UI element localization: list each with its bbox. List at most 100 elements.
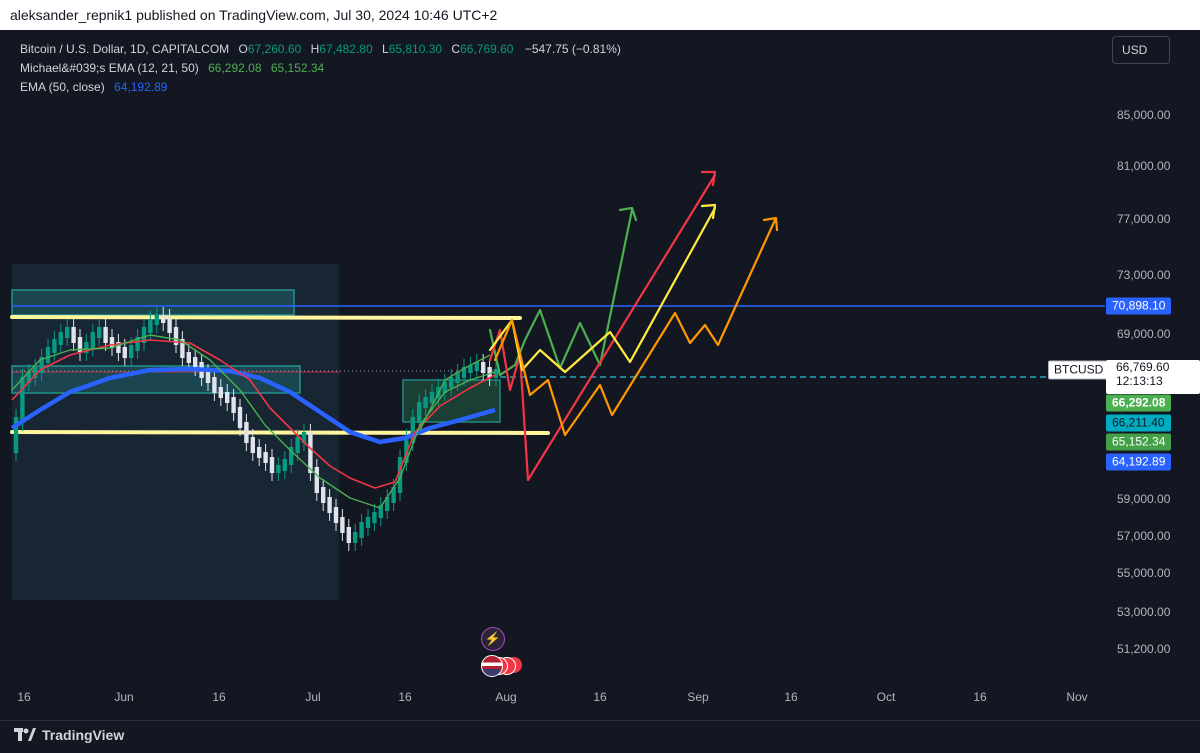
candle-body [474,362,479,371]
candle-body [71,327,76,343]
candle-body [90,332,95,348]
candle-body [116,342,121,353]
lightning-event-icon[interactable]: ⚡ [481,627,505,651]
price-tick: 55,000.00 [1117,566,1171,580]
candle-body [468,365,473,373]
publisher-bar: aleksander_repnik1 published on TradingV… [0,0,1200,30]
time-tick: Oct [876,690,896,704]
brand-name: TradingView [42,727,125,743]
candle-body [423,397,428,408]
time-axis[interactable]: 16 Jun 16 Jul 16 Aug 16 Sep 16 Oct 16 No… [0,686,1105,720]
time-tick: 16 [398,690,412,704]
candle-body [385,497,390,511]
candle-body [461,367,467,378]
candle-body [391,487,396,503]
us-flag-icon[interactable] [481,655,503,677]
close-value: 66,769.60 [460,42,514,56]
candle-body [340,517,345,533]
symbol-title[interactable]: Bitcoin / U.S. Dollar, 1D, CAPITALCOM [20,42,230,56]
close-label: C [451,42,461,56]
price-tick: 57,000.00 [1117,529,1171,543]
candle-body [372,512,377,523]
arrow-yellow-path [488,206,717,374]
candle-body [257,447,262,458]
ema50-value: 64,192.89 [114,80,168,94]
footer-bar: TradingView [0,720,1200,753]
ema-ribbon-value-1: 66,292.08 [208,61,262,75]
candle-body [346,527,351,543]
candle-body [225,392,230,403]
high-value: 67,482.80 [319,42,373,56]
candle-body [397,457,403,493]
price-tick: 69,000.00 [1117,327,1171,341]
legend-ema50-row[interactable]: EMA (50, close) 64,192.89 [20,78,621,97]
candle-body [39,357,44,373]
open-value: 67,260.60 [247,42,302,56]
candle-body [449,377,454,388]
legend-ohlc-row[interactable]: Bitcoin / U.S. Dollar, 1D, CAPITALCOM O6… [20,40,621,59]
candle-body [167,317,172,333]
arrow-orange-head [762,216,779,232]
change-value: −547.75 (−0.81%) [524,42,621,56]
projection-arrows [488,170,779,482]
candle-body [321,487,326,503]
candle-body [429,392,435,403]
candle-body [314,467,319,493]
legend-ema-ribbon-row[interactable]: Michael&#039;s EMA (12, 21, 50) 66,292.0… [20,59,621,78]
candle-body [263,452,268,463]
candle-body [135,337,140,351]
candle-series [13,307,499,551]
candle-body [122,347,127,358]
ema21-line [11,339,496,489]
candle-body [417,402,422,423]
symbol-tag: BTCUSD [1048,360,1110,380]
price-tick: 85,000.00 [1117,108,1171,122]
candle-body [154,315,159,325]
bar-countdown: 12:13:13 [1116,374,1163,388]
time-tick: 16 [784,690,798,704]
candle-body [218,387,223,398]
candle-body [13,417,19,453]
candle-body [378,505,383,518]
candle-body [212,377,217,393]
ema-ribbon-label[interactable]: Michael&#039;s EMA (12, 21, 50) [20,61,199,75]
candle-body [250,437,255,453]
arrow-green-head [618,206,638,222]
candle-body [141,327,147,343]
arrow-yellow-head [700,203,717,220]
ema50-label[interactable]: EMA (50, close) [20,80,105,94]
candle-body [481,362,486,373]
candle-body [404,437,409,463]
candle-body [186,352,191,363]
low-label: L [382,42,389,56]
candle-body [359,522,364,538]
arrow-green-path [488,208,634,377]
time-tick: Jun [114,690,134,704]
publisher-line: aleksander_repnik1 published on TradingV… [10,7,498,23]
candle-body [45,347,51,363]
chart-panel[interactable]: Bitcoin / U.S. Dollar, 1D, CAPITALCOM O6… [0,30,1200,720]
ema-alt-price-tag: 66,211.40 [1106,414,1171,432]
candle-body [276,465,281,473]
candle-body [58,332,63,345]
ema21-price-tag: 65,152.34 [1106,433,1172,451]
level-price-tag: 70,898.10 [1106,297,1172,315]
price-tick: 81,000.00 [1117,159,1171,173]
support-line-upper[interactable] [10,315,522,320]
ema12-line [11,334,496,509]
currency-button[interactable]: USD [1112,36,1170,64]
candle-body [289,447,294,465]
support-line-lower[interactable] [10,430,550,435]
price-chart[interactable] [0,30,1200,720]
candle-body [455,372,460,383]
candle-body [161,315,166,323]
price-axis[interactable]: 85,000.00 81,000.00 77,000.00 73,000.00 … [1105,30,1200,690]
time-tick: Sep [687,690,709,704]
candle-body [301,432,307,443]
candle-body [148,319,153,333]
tradingview-logo[interactable]: TradingView [14,727,124,743]
candle-body [365,517,371,528]
candle-body [103,327,108,343]
candle-body [237,407,243,428]
arrow-red-path [488,173,717,482]
